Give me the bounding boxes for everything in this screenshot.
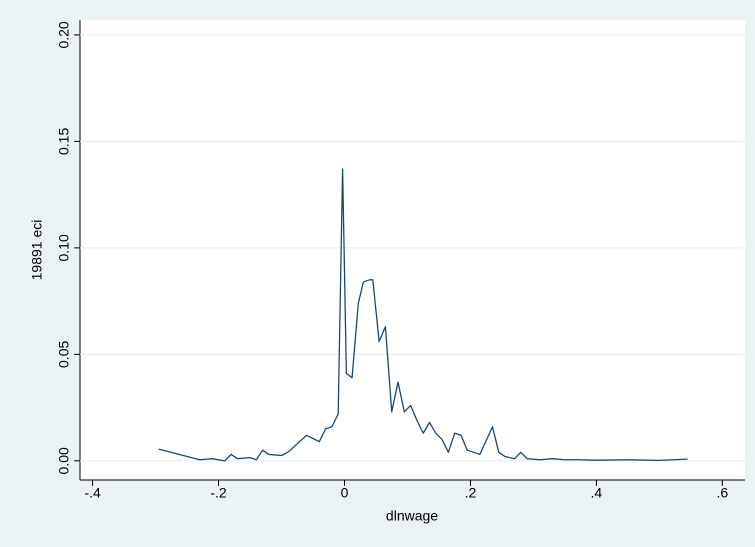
y-axis-label: 19891 eci (29, 220, 45, 281)
x-tick-label: .6 (716, 485, 728, 501)
x-axis-label: dlnwage (386, 508, 438, 524)
y-tick-label: 0.10 (56, 234, 72, 261)
y-tick-label: 0.05 (56, 341, 72, 368)
x-tick-label: -.2 (210, 485, 227, 501)
x-tick-label: .2 (465, 485, 477, 501)
data-line (158, 168, 688, 462)
y-tick-label: 0.00 (56, 447, 72, 474)
y-tick-label: 0.20 (56, 21, 72, 48)
x-tick-label: 0 (341, 485, 349, 501)
plot-area (80, 20, 745, 480)
x-tick-label: -.4 (84, 485, 101, 501)
x-tick-label: .4 (591, 485, 603, 501)
y-tick-label: 0.15 (56, 128, 72, 155)
